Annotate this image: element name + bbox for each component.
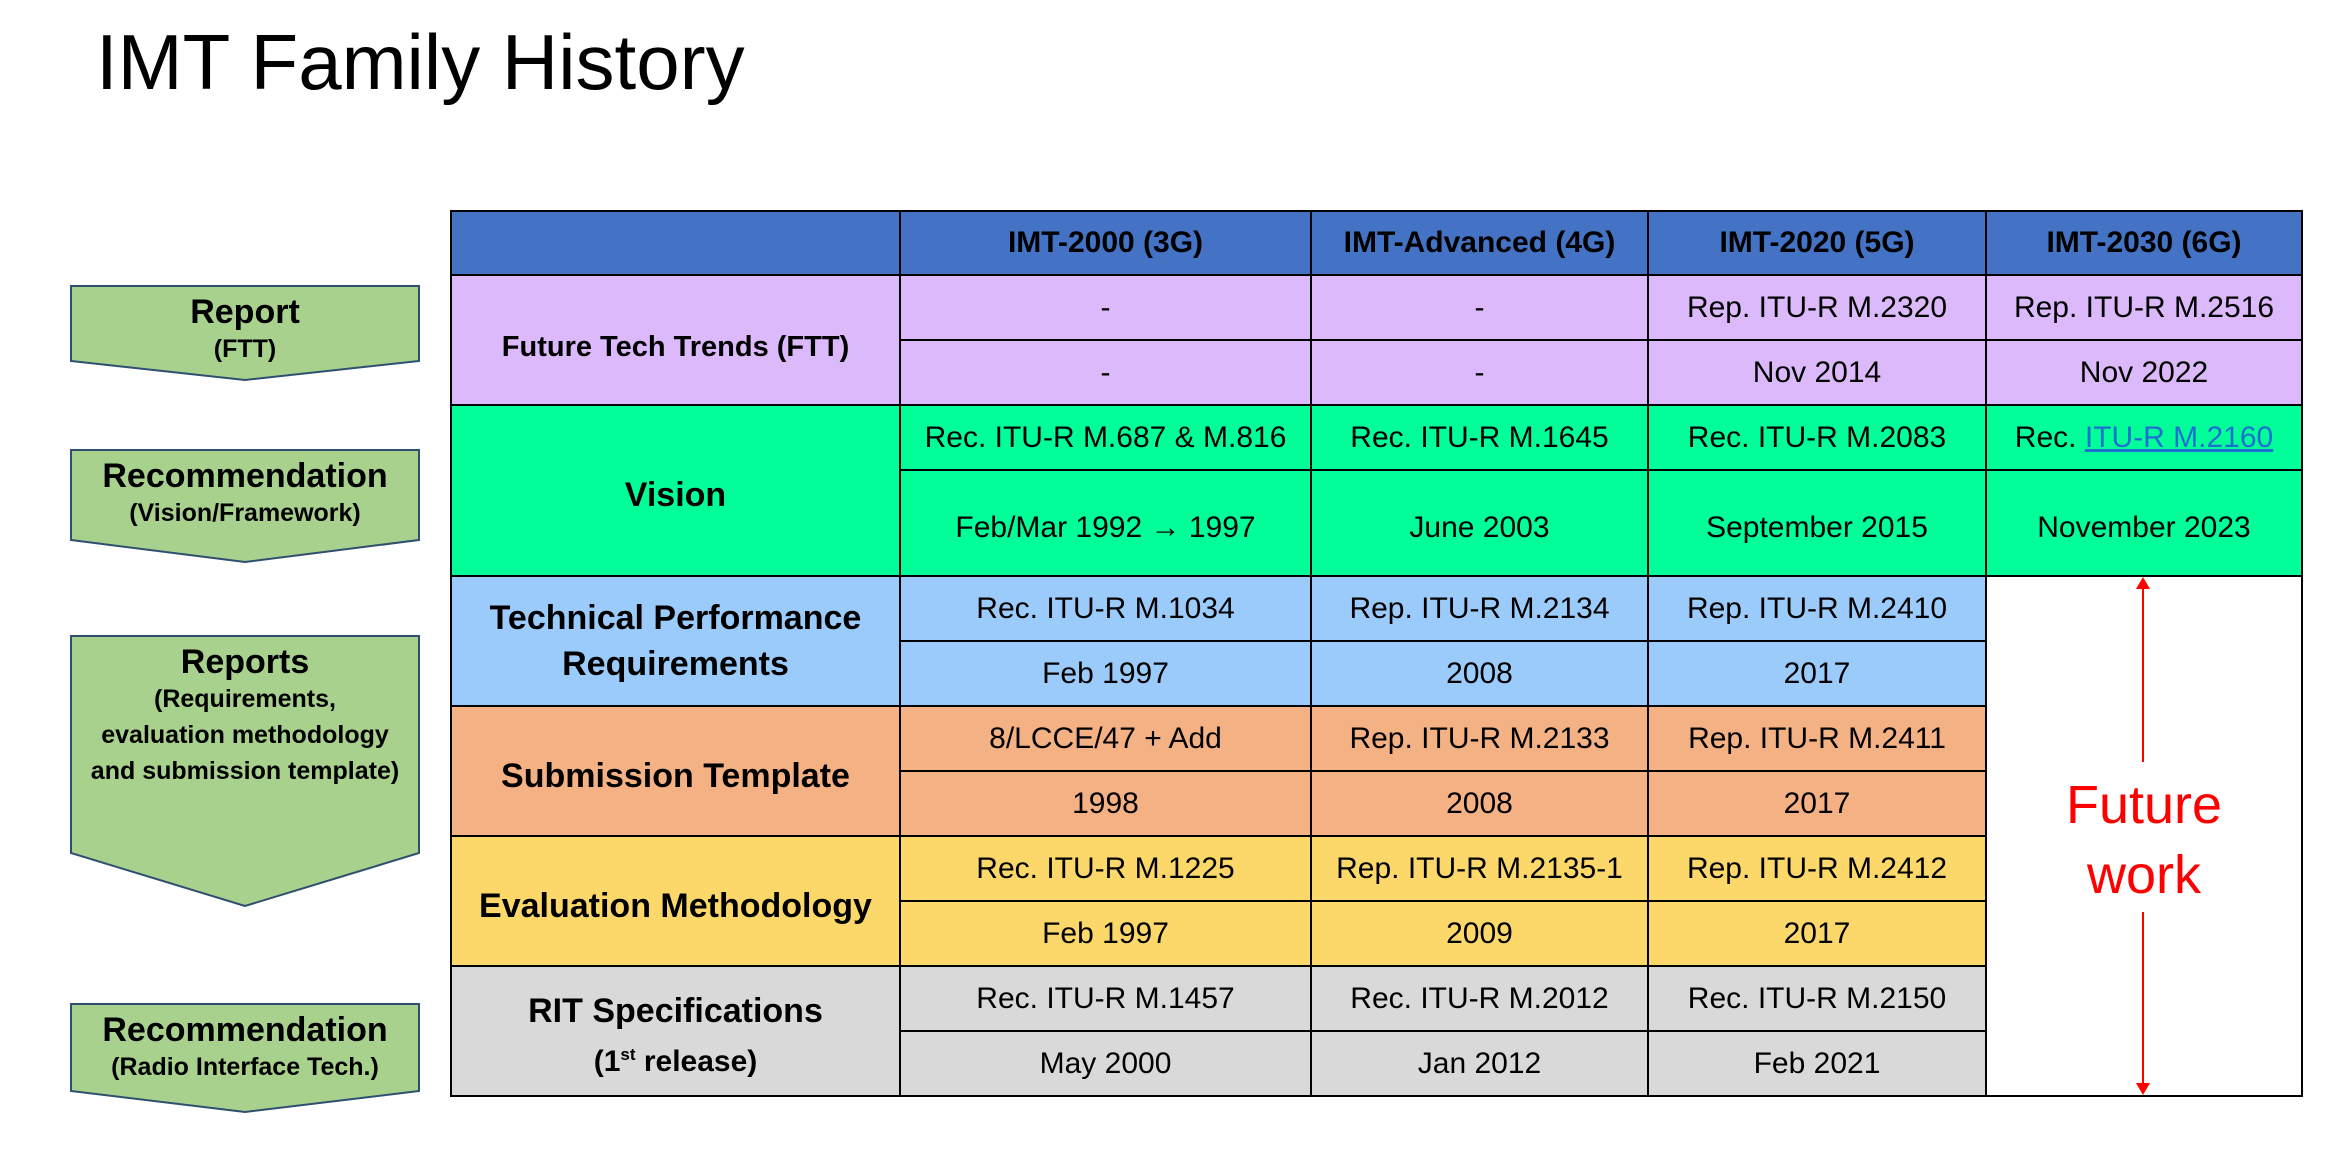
vision-row-1: Vision Rec. ITU-R M.687 & M.816 Rec. ITU… <box>450 404 2303 577</box>
chevron-subtitle: (Radio Interface Tech.) <box>111 1053 379 1081</box>
rit-cell: May 2000 <box>899 1030 1312 1097</box>
vision-cell: Rec. ITU-R M.687 & M.816 <box>899 404 1312 471</box>
ftt-row-2: - - Nov 2014 Nov 2022 <box>451 339 2303 406</box>
ftt-cell: - <box>899 339 1312 406</box>
ftt-cell: Rep. ITU-R M.2320 <box>1647 274 1987 341</box>
ftt-cell: Nov 2014 <box>1647 339 1987 406</box>
chevron-shape <box>70 635 420 907</box>
rit-label-sup: st <box>620 1044 636 1064</box>
vision-cell-imt-2030: Rec. ITU-R M.2160 <box>1985 404 2303 471</box>
tpr-label-line1: Technical Performance <box>489 599 862 637</box>
rit-cell: Jan 2012 <box>1310 1030 1649 1097</box>
evaluation-row-1: Evaluation Methodology Rec. ITU-R M.1225… <box>450 835 2302 967</box>
submission-cell: Rep. ITU-R M.2411 <box>1647 705 1987 772</box>
chevron-subtitle: (FTT) <box>213 335 277 363</box>
ftt-cell: - <box>1310 274 1649 341</box>
chevron-subtitle-line2: evaluation methodology <box>101 721 389 749</box>
chevron-shape <box>70 285 420 381</box>
rit-label-line1: RIT Specifications <box>528 991 823 1030</box>
chevron-subtitle: (Vision/Framework) <box>129 499 361 527</box>
header-imt-2020: IMT-2020 (5G) <box>1647 210 1987 276</box>
evaluation-cell: 2009 <box>1310 900 1649 967</box>
submission-cell: 2017 <box>1647 770 1987 837</box>
double-arrow-icon <box>2136 577 2150 1095</box>
tpr-cell: 2017 <box>1647 640 1987 707</box>
vision-cell: November 2023 <box>1985 469 2303 577</box>
chevron-recommendation-vision: Recommendation (Vision/Framework) <box>70 449 420 563</box>
tpr-cell: Rep. ITU-R M.2134 <box>1310 575 1649 642</box>
evaluation-cell: Rep. ITU-R M.2412 <box>1647 835 1987 902</box>
tpr-cell: 2008 <box>1310 640 1649 707</box>
future-work-line1: Future <box>2065 775 2223 835</box>
vision-cell: September 2015 <box>1647 469 1987 577</box>
submission-label: Submission Template <box>450 705 901 837</box>
chevron-reports-requirements: Reports (Requirements, evaluation method… <box>70 635 420 907</box>
itu-r-m2160-link[interactable]: ITU-R M.2160 <box>2084 420 2274 454</box>
ftt-label: Future Tech Trends (FTT) <box>450 274 901 406</box>
evaluation-label: Evaluation Methodology <box>450 835 901 967</box>
chevron-subtitle-line1: (Requirements, <box>154 685 336 713</box>
chevron-title: Recommendation <box>102 457 388 495</box>
rit-cell: Rec. ITU-R M.2012 <box>1310 965 1649 1032</box>
ftt-cell: Nov 2022 <box>1985 339 2303 406</box>
chevron-shape <box>70 449 420 563</box>
tpr-cell: Rec. ITU-R M.1034 <box>899 575 1312 642</box>
submission-row-1: Submission Template 8/LCCE/47 + Add Rep.… <box>450 705 2302 837</box>
chevron-subtitle-line3: and submission template) <box>90 757 400 785</box>
rit-label-line2: (1st release) <box>452 1033 899 1084</box>
header-imt-2000: IMT-2000 (3G) <box>899 210 1312 276</box>
future-work-line2: work <box>2086 845 2201 905</box>
evaluation-cell: Rec. ITU-R M.1225 <box>899 835 1312 902</box>
chevron-report-ftt: Report (FTT) <box>70 285 420 381</box>
page-title: IMT Family History <box>96 18 745 106</box>
chevron-title: Reports <box>180 643 310 681</box>
evaluation-cell: 2017 <box>1647 900 1987 967</box>
ftt-cell: - <box>1310 339 1649 406</box>
tpr-label: Technical Performance Requirements <box>450 575 901 707</box>
submission-row-2: 1998 2008 2017 <box>451 770 2302 837</box>
rit-row-1: RIT Specifications (1st release) Rec. IT… <box>450 965 2302 1097</box>
header-corner <box>450 210 901 276</box>
rit-label-pre: (1 <box>593 1044 621 1078</box>
future-work-cell: Future work <box>1985 575 2303 1097</box>
chevron-shape <box>70 1003 420 1113</box>
evaluation-cell: Rep. ITU-R M.2135-1 <box>1310 835 1649 902</box>
vision-row-2: Feb/Mar 1992 → 1997 June 2003 September … <box>451 469 2303 577</box>
submission-cell: 2008 <box>1310 770 1649 837</box>
rit-label-post: release) <box>635 1044 758 1078</box>
future-work-area: Future work <box>1987 577 2301 1095</box>
evaluation-cell: Feb 1997 <box>899 900 1312 967</box>
vision-prefix: Rec. <box>2014 420 2085 454</box>
ftt-row-1: Future Tech Trends (FTT) - - Rep. ITU-R … <box>450 274 2303 406</box>
chevron-recommendation-rit: Recommendation (Radio Interface Tech.) <box>70 1003 420 1113</box>
tpr-cell: Rep. ITU-R M.2410 <box>1647 575 1987 642</box>
rit-cell: Rec. ITU-R M.1457 <box>899 965 1312 1032</box>
submission-cell: 8/LCCE/47 + Add <box>899 705 1312 772</box>
tpr-label-line2: Requirements <box>562 645 789 683</box>
header-imt-2030: IMT-2030 (6G) <box>1985 210 2303 276</box>
tpr-cell: Feb 1997 <box>899 640 1312 707</box>
rit-row-2: May 2000 Jan 2012 Feb 2021 <box>451 1030 2302 1097</box>
imt-history-table: IMT-2000 (3G) IMT-Advanced (4G) IMT-2020… <box>450 210 2303 1097</box>
rit-cell: Feb 2021 <box>1647 1030 1987 1097</box>
evaluation-row-2: Feb 1997 2009 2017 <box>451 900 2302 967</box>
vision-label: Vision <box>450 404 901 577</box>
chevron-title: Recommendation <box>102 1011 388 1049</box>
ftt-cell: - <box>899 274 1312 341</box>
vision-cell: June 2003 <box>1310 469 1649 577</box>
tpr-row-2: Feb 1997 2008 2017 <box>451 640 2302 707</box>
ftt-cell: Rep. ITU-R M.2516 <box>1985 274 2303 341</box>
chevron-title: Report <box>190 293 300 331</box>
header-imt-advanced: IMT-Advanced (4G) <box>1310 210 1649 276</box>
vision-cell: Rec. ITU-R M.2083 <box>1647 404 1987 471</box>
header-row: IMT-2000 (3G) IMT-Advanced (4G) IMT-2020… <box>450 210 2303 276</box>
rit-cell: Rec. ITU-R M.2150 <box>1647 965 1987 1032</box>
rit-label: RIT Specifications (1st release) <box>450 965 901 1097</box>
submission-cell: 1998 <box>899 770 1312 837</box>
tpr-row-1: Technical Performance Requirements Rec. … <box>450 575 2303 1097</box>
submission-cell: Rep. ITU-R M.2133 <box>1310 705 1649 772</box>
vision-cell: Rec. ITU-R M.1645 <box>1310 404 1649 471</box>
vision-cell: Feb/Mar 1992 → 1997 <box>899 469 1312 577</box>
